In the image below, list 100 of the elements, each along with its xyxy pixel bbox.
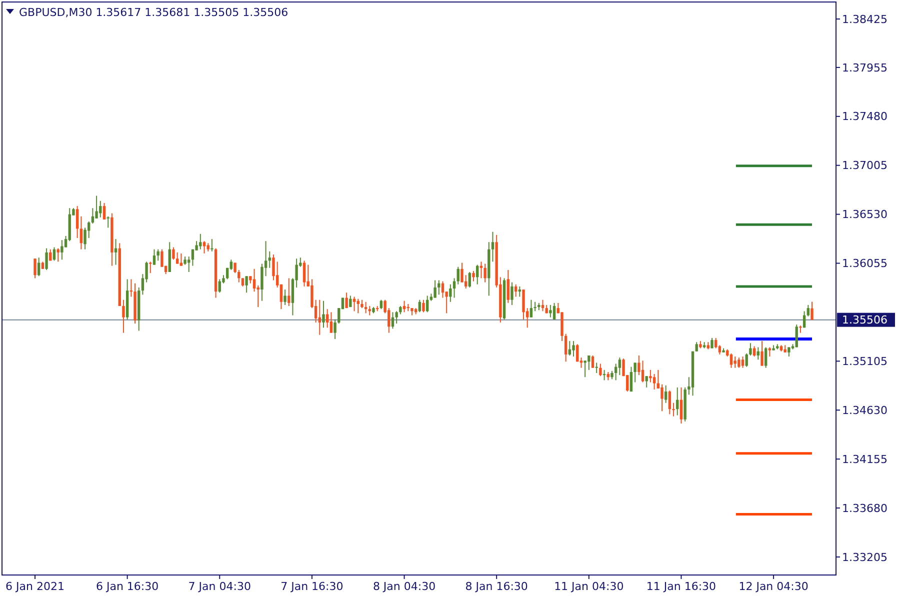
candlestick (168, 242, 171, 273)
candlestick (95, 195, 98, 219)
candlestick (745, 352, 748, 368)
candlestick (660, 384, 664, 412)
candlestick (630, 366, 633, 392)
candlestick (368, 306, 371, 316)
candlestick (60, 240, 64, 260)
candlestick (506, 269, 510, 304)
candlestick (202, 240, 206, 254)
candlestick (302, 260, 306, 287)
candlestick (749, 342, 752, 356)
candlestick (534, 301, 536, 312)
candlestick (522, 289, 525, 320)
candlestick (572, 340, 575, 358)
candlestick (472, 270, 475, 282)
candlestick (806, 304, 810, 317)
candlestick (330, 312, 333, 334)
y-tick-label: 1.34630 (842, 404, 888, 417)
candlestick (741, 356, 744, 368)
candlestick (680, 386, 683, 424)
candlestick (402, 300, 406, 313)
candlestick (172, 246, 175, 260)
candlestick (595, 362, 598, 374)
candlestick (645, 376, 648, 388)
candlestick (788, 346, 790, 358)
candlestick (760, 340, 764, 366)
candlestick (734, 356, 736, 368)
candlestick (695, 342, 698, 352)
candlestick (352, 296, 356, 312)
candlestick (449, 284, 452, 302)
candlestick (356, 298, 360, 314)
candlestick (460, 262, 464, 283)
candlestick (602, 369, 606, 381)
candlestick (395, 310, 398, 324)
candlestick (799, 325, 802, 334)
candlestick (768, 346, 772, 358)
candlestick (514, 284, 518, 298)
y-tick-label: 1.38425 (842, 12, 888, 26)
y-tick-label: 1.35105 (842, 355, 888, 368)
x-tick-label: 7 Jan 04:30 (188, 580, 251, 593)
candlestick (106, 216, 110, 228)
candlestick (614, 363, 618, 381)
candlestick (176, 252, 179, 264)
candlestick (391, 312, 394, 330)
candlestick (738, 357, 740, 368)
candlestick (752, 346, 756, 358)
x-tick-label: 11 Jan 04:30 (554, 580, 624, 593)
y-tick-label: 1.37005 (842, 159, 888, 172)
candlestick (76, 206, 79, 238)
candlestick (364, 301, 368, 314)
candlestick (730, 352, 733, 368)
candlestick (756, 346, 760, 360)
y-tick-label: 1.37480 (842, 110, 888, 124)
candlestick (588, 354, 590, 370)
candlestick (795, 324, 798, 348)
candlestick (418, 299, 421, 313)
candlestick (149, 261, 152, 274)
candlestick (530, 299, 533, 318)
candlestick (284, 289, 286, 306)
x-tick-label: 11 Jan 16:30 (646, 580, 716, 593)
y-tick-label: 1.37955 (842, 61, 888, 74)
candlestick (422, 299, 425, 313)
candlestick (560, 312, 564, 342)
candlestick (199, 233, 202, 250)
candlestick (345, 292, 348, 309)
candlestick (649, 369, 652, 383)
candlestick (618, 357, 622, 376)
candlestick (252, 268, 256, 292)
x-tick-label: 12 Jan 04:30 (738, 580, 808, 593)
candlestick (260, 263, 264, 302)
candlestick (668, 390, 672, 415)
candlestick (568, 340, 572, 356)
candlestick (152, 248, 156, 266)
candlestick (238, 269, 240, 283)
candlestick (334, 318, 336, 340)
y-tick-label: 1.33680 (842, 502, 888, 515)
candlestick (552, 302, 556, 320)
candlestick (476, 264, 479, 285)
candlestick (452, 278, 456, 298)
candlestick (99, 200, 102, 218)
candlestick (318, 299, 321, 336)
candlestick (122, 299, 125, 334)
candlestick (234, 262, 236, 274)
candlestick (380, 299, 383, 310)
candlestick (456, 266, 460, 285)
candlestick (710, 337, 714, 349)
candlestick (676, 386, 679, 416)
candlestick (810, 301, 814, 320)
candlestick (641, 360, 644, 383)
x-tick-label: 6 Jan 2021 (6, 580, 64, 593)
candlestick (599, 363, 602, 377)
candlestick (438, 280, 440, 296)
chart-title: GBPUSD,M30 1.35617 1.35681 1.35505 1.35506 (19, 6, 288, 19)
candlestick (188, 256, 190, 273)
candlestick (114, 238, 118, 266)
candlestick (210, 238, 214, 252)
y-tick-label: 1.34155 (842, 452, 888, 466)
candlestick (180, 252, 183, 266)
candlestick (518, 286, 522, 298)
candlestick (468, 272, 472, 288)
